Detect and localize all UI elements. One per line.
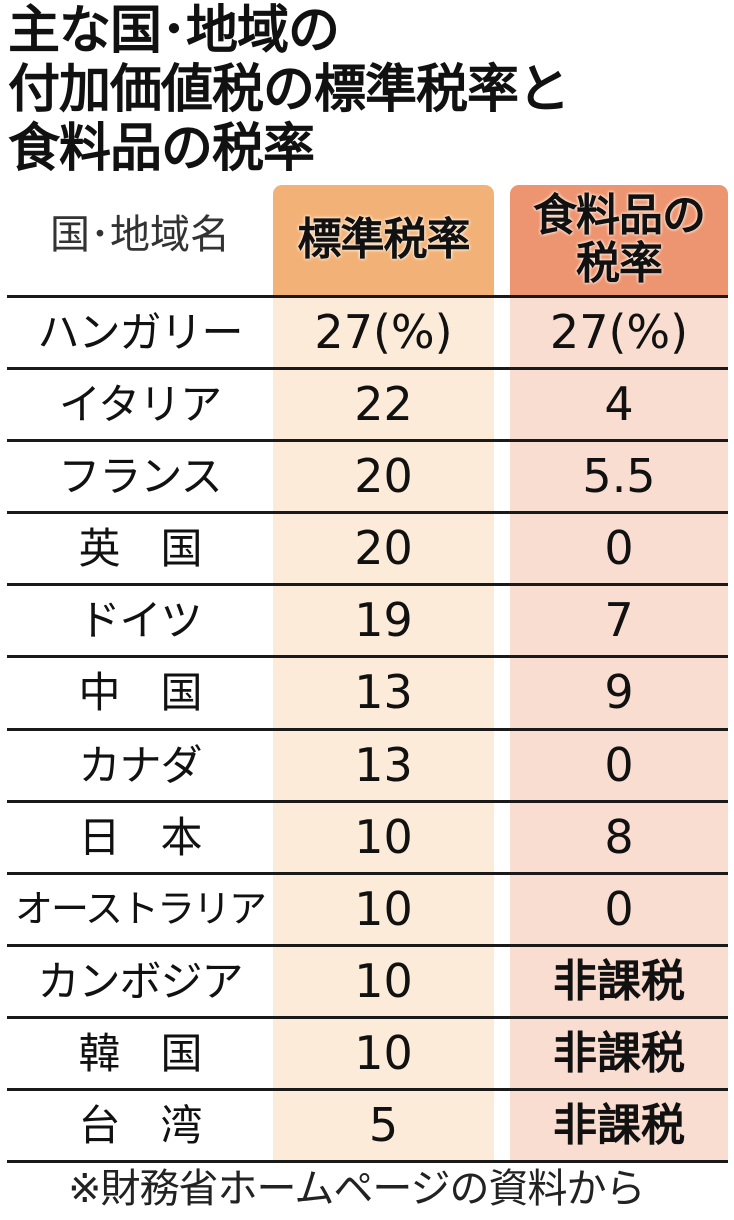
country-name: 韓 国 (78, 1028, 202, 1078)
food-rate: 非課税 (553, 1100, 685, 1152)
table-row: イタリア 22 4 (7, 367, 728, 439)
country-name: 台 湾 (78, 1101, 202, 1151)
country-name: 日 本 (78, 812, 202, 862)
food-rate: 0 (604, 737, 634, 792)
standard-rate: 10 (354, 809, 413, 864)
column-header-food-rate-line-2: 税率 (576, 238, 663, 289)
standard-rate: 10 (354, 953, 413, 1008)
table-row: 日 本 10 8 (7, 799, 728, 872)
standard-rate: 20 (354, 521, 413, 576)
tax-rate-table: ハンガリー 27(%) 27(%) イタリア 22 4 フランス 20 5.5 … (7, 295, 728, 1164)
table-row: 韓 国 10 非課税 (7, 1015, 728, 1088)
table-row: ハンガリー 27(%) 27(%) (7, 295, 728, 367)
table-row: 台 湾 5 非課税 (7, 1088, 728, 1164)
table-row: 中 国 13 9 (7, 655, 728, 727)
food-rate: 9 (604, 665, 634, 720)
standard-rate: 27(%) (314, 305, 453, 359)
standard-rate: 20 (354, 449, 413, 504)
column-header-standard-rate: 標準税率 (297, 214, 471, 265)
food-rate: 7 (604, 593, 634, 648)
country-name: イタリア (58, 380, 222, 430)
country-name: カナダ (78, 740, 202, 790)
column-header-name: 国･地域名 (50, 212, 230, 258)
standard-rate: 13 (354, 737, 413, 792)
food-rate: 非課税 (553, 1027, 685, 1079)
table-row: フランス 20 5.5 (7, 439, 728, 511)
food-rate: 0 (604, 881, 634, 936)
standard-rate: 19 (354, 593, 413, 648)
country-name: ハンガリー (37, 308, 243, 357)
table-row: カンボジア 10 非課税 (7, 943, 728, 1016)
country-name: ドイツ (78, 596, 202, 646)
food-rate: 4 (604, 377, 634, 432)
standard-rate-header-bg (273, 185, 494, 296)
standard-rate: 5 (368, 1098, 399, 1153)
food-rate-header-bg (510, 185, 728, 296)
table-row: カナダ 13 0 (7, 727, 728, 800)
page-title: 主な国･地域の 付加価値税の標準税率と 食料品の税率 (8, 1, 570, 179)
title-line-3: 食料品の税率 (8, 119, 315, 179)
standard-rate: 10 (354, 1025, 413, 1080)
country-name: 中 国 (78, 668, 202, 718)
table-row: オーストラリア 10 0 (7, 871, 728, 944)
standard-rate: 10 (354, 881, 413, 936)
food-rate: 非課税 (553, 955, 685, 1007)
food-rate: 5.5 (582, 449, 656, 504)
standard-rate: 22 (354, 377, 413, 432)
country-name: フランス (58, 452, 222, 502)
country-name: オーストラリア (14, 886, 267, 931)
country-name: カンボジア (37, 956, 243, 1006)
food-rate: 8 (604, 809, 634, 864)
food-rate: 0 (604, 521, 634, 576)
food-rate: 27(%) (549, 305, 689, 359)
title-line-2: 付加価値税の標準税率と (8, 60, 570, 120)
table-row: 英 国 20 0 (7, 511, 728, 583)
standard-rate: 13 (354, 665, 413, 720)
title-line-1: 主な国･地域の (8, 1, 340, 61)
column-header-food-rate-line-1: 食料品の (533, 190, 706, 241)
source-note: ※財務省ホームページの資料から (68, 1166, 646, 1212)
country-name: 英 国 (78, 524, 202, 574)
table-row: ドイツ 19 7 (7, 583, 728, 655)
